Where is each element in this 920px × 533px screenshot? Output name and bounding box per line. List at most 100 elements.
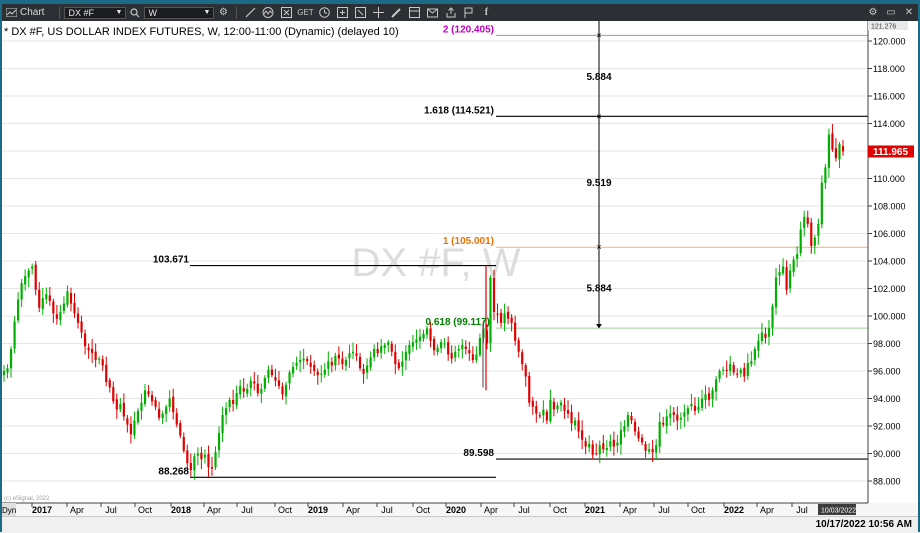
time-axis[interactable]: 2017 Apr Jul Oct 2018 Apr Jul Oct 2019 Apr Jul Oct 2… [31, 503, 808, 515]
study-icon[interactable] [261, 6, 275, 19]
candle-body [637, 431, 640, 439]
last-price-marker: 111.965 [868, 145, 914, 158]
price-axis-background [868, 21, 920, 503]
measure-node: × [596, 242, 601, 252]
candle-body [619, 430, 623, 445]
candle-body [517, 340, 520, 352]
candle-body [531, 400, 534, 407]
candle-body [24, 276, 27, 285]
chart-app-label: Chart [20, 7, 45, 18]
candle-body [337, 354, 340, 359]
copyright-text: (c) eSignal, 2022 [4, 496, 50, 502]
crosshair-icon[interactable] [371, 6, 385, 19]
candle-body [429, 328, 432, 341]
symbol-input[interactable]: DX #F ▼ [64, 6, 127, 19]
alert-icon[interactable] [425, 6, 439, 19]
candle-body [683, 412, 686, 417]
candle-body [581, 430, 584, 440]
support-label-2021: 89.598 [463, 448, 494, 459]
candle-body [246, 388, 249, 394]
dyn-button-box[interactable] [0, 503, 16, 516]
candle-body [468, 350, 471, 354]
x-tick-label: 2022 [724, 505, 744, 515]
flag-icon[interactable] [461, 6, 475, 19]
candle-body [799, 229, 802, 254]
candle-body [838, 144, 841, 160]
candle-body [193, 456, 196, 471]
indicator-icon[interactable] [279, 6, 293, 19]
candle-body [817, 223, 820, 236]
window-close-icon[interactable]: ✕ [904, 7, 914, 18]
toolbar-divider [236, 6, 238, 19]
candle-body [34, 264, 37, 290]
facebook-icon[interactable]: f [484, 7, 489, 18]
candle-body [655, 445, 658, 453]
candle-body [803, 217, 806, 228]
candle-body [528, 375, 531, 403]
candle-body [630, 416, 633, 421]
chart-app-tab[interactable]: Chart [2, 5, 52, 20]
symbol-dropdown-icon[interactable]: ▼ [115, 9, 123, 16]
candle-body [736, 373, 739, 375]
cursor-icon[interactable] [353, 6, 367, 19]
share-icon[interactable] [443, 6, 457, 19]
candle-body [559, 402, 563, 406]
symbol-value: DX #F [68, 7, 94, 18]
candle-body [644, 443, 647, 451]
clock-icon[interactable] [317, 6, 331, 19]
pencil-icon[interactable] [389, 6, 403, 19]
candle-body [440, 342, 443, 349]
draw-icon[interactable] [243, 6, 257, 19]
symbol-search-icon[interactable] [128, 6, 142, 19]
candle-body [87, 347, 90, 351]
candle-body [492, 277, 496, 312]
candle-body [31, 266, 34, 269]
candle-body [447, 342, 450, 355]
candle-body [27, 270, 30, 278]
candle-body [781, 266, 785, 274]
annotation-labels: 103.671 88.268 89.598 2 (120.405) 1.618 (114… [153, 24, 495, 477]
price-chart[interactable]: DX #F, W × × × 5.884 9.519 5.884 103.671 88.26… [0, 21, 920, 516]
toolbar-settings-icon[interactable]: ⚙ [868, 7, 878, 18]
get-icon[interactable]: GET [297, 6, 313, 19]
y-tick-label: 114.000 [873, 119, 905, 129]
interval-input[interactable]: W ▼ [144, 6, 215, 19]
y-tick-label: 94.000 [873, 394, 901, 404]
candle-body [785, 267, 788, 290]
candle-body [443, 343, 446, 345]
candle-body [253, 381, 256, 384]
candle-body [820, 182, 823, 225]
interval-dropdown-icon[interactable]: ▼ [203, 9, 211, 16]
candle-body [598, 445, 601, 455]
candle-body [2, 371, 6, 376]
candle-body [235, 393, 238, 406]
candle-body [700, 398, 704, 408]
candle-body [344, 360, 348, 366]
layout-icon[interactable] [407, 6, 421, 19]
x-tick-label: 2018 [171, 505, 191, 515]
candle-body [299, 360, 302, 363]
candle-body [320, 373, 323, 375]
candle-body [454, 351, 457, 358]
candle-body [55, 314, 58, 319]
candle-body [41, 298, 44, 310]
candle-body [274, 376, 277, 381]
chart-toolbar: Chart DX #F ▼ W ▼ ⚙ GET [2, 4, 918, 21]
window-minimize-icon[interactable]: ▭ [886, 7, 896, 18]
candle-body [232, 400, 235, 404]
zoom-icon[interactable] [335, 6, 349, 19]
toolbar-divider [59, 6, 61, 19]
candle-body [478, 338, 482, 355]
cursor-date-label: 10/03/2022 [821, 508, 856, 515]
candle-body [457, 349, 460, 351]
cursor-date-box [818, 504, 856, 515]
candle-body [810, 222, 813, 246]
settings-icon[interactable]: ⚙ [218, 7, 228, 18]
candle-body [577, 420, 580, 432]
x-tick-label: Oct [278, 505, 293, 515]
x-tick-label: Jul [518, 505, 530, 515]
candle-body [143, 390, 147, 405]
x-tick-label: 2020 [446, 505, 466, 515]
candle-body [750, 361, 753, 365]
candle-body [161, 413, 164, 419]
